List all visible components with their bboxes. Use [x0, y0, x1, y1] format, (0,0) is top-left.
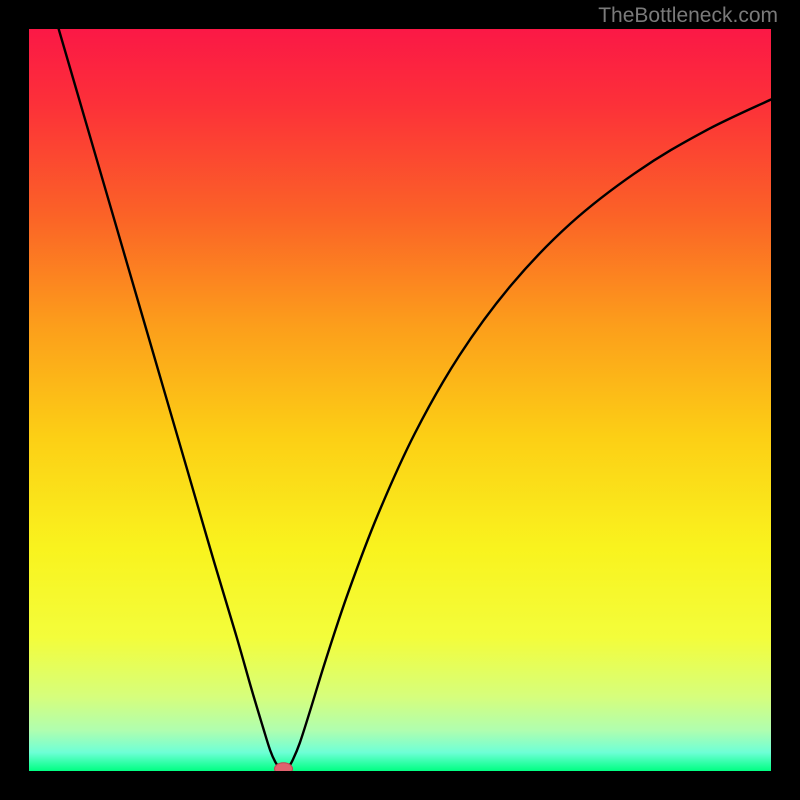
minimum-marker [275, 763, 293, 771]
plot-background [29, 29, 771, 771]
plot-area [29, 29, 771, 771]
chart-container: TheBottleneck.com [0, 0, 800, 800]
plot-svg [29, 29, 771, 771]
watermark-text: TheBottleneck.com [598, 4, 778, 28]
